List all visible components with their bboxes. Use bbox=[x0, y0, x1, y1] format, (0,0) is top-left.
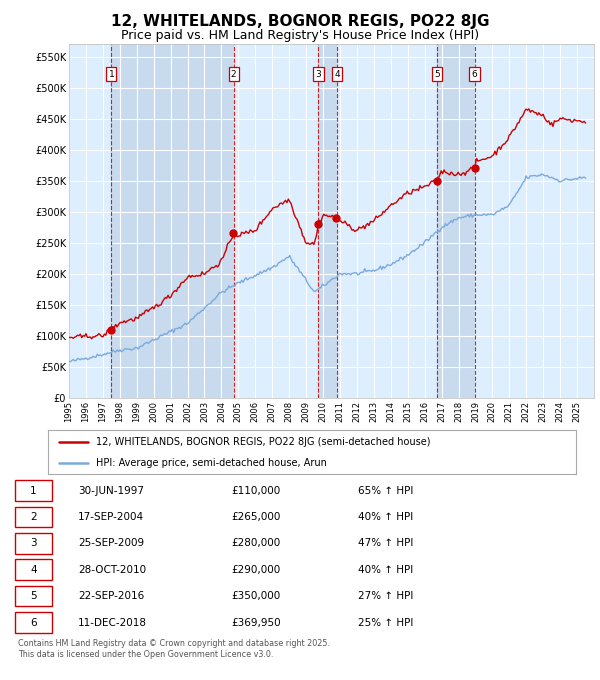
Text: 3: 3 bbox=[316, 70, 322, 79]
Text: Contains HM Land Registry data © Crown copyright and database right 2025.
This d: Contains HM Land Registry data © Crown c… bbox=[18, 639, 330, 659]
Text: £110,000: £110,000 bbox=[231, 486, 280, 496]
Bar bbox=[337, 44, 437, 398]
Bar bbox=[437, 44, 475, 398]
Text: Price paid vs. HM Land Registry's House Price Index (HPI): Price paid vs. HM Land Registry's House … bbox=[121, 29, 479, 41]
FancyBboxPatch shape bbox=[15, 586, 52, 607]
Text: 22-SEP-2016: 22-SEP-2016 bbox=[78, 591, 145, 601]
FancyBboxPatch shape bbox=[15, 533, 52, 554]
FancyBboxPatch shape bbox=[15, 507, 52, 527]
Bar bbox=[319, 44, 337, 398]
Text: 6: 6 bbox=[30, 617, 37, 628]
Text: 6: 6 bbox=[472, 70, 478, 79]
Text: 30-JUN-1997: 30-JUN-1997 bbox=[78, 486, 144, 496]
Text: 4: 4 bbox=[30, 565, 37, 575]
Text: £290,000: £290,000 bbox=[231, 565, 280, 575]
FancyBboxPatch shape bbox=[15, 612, 52, 633]
Bar bbox=[233, 44, 319, 398]
Text: 65% ↑ HPI: 65% ↑ HPI bbox=[358, 486, 413, 496]
Text: 40% ↑ HPI: 40% ↑ HPI bbox=[358, 565, 413, 575]
Text: 12, WHITELANDS, BOGNOR REGIS, PO22 8JG: 12, WHITELANDS, BOGNOR REGIS, PO22 8JG bbox=[111, 14, 489, 29]
Text: 27% ↑ HPI: 27% ↑ HPI bbox=[358, 591, 413, 601]
Text: 5: 5 bbox=[30, 591, 37, 601]
Text: 3: 3 bbox=[30, 539, 37, 548]
Text: 1: 1 bbox=[30, 486, 37, 496]
Text: 5: 5 bbox=[434, 70, 440, 79]
FancyBboxPatch shape bbox=[15, 480, 52, 501]
Text: £280,000: £280,000 bbox=[231, 539, 280, 548]
FancyBboxPatch shape bbox=[15, 560, 52, 580]
Text: 4: 4 bbox=[334, 70, 340, 79]
Text: 17-SEP-2004: 17-SEP-2004 bbox=[78, 512, 145, 522]
Text: 25-SEP-2009: 25-SEP-2009 bbox=[78, 539, 145, 548]
Bar bbox=[112, 44, 233, 398]
Bar bbox=[475, 44, 586, 398]
Text: £369,950: £369,950 bbox=[231, 617, 281, 628]
Text: £265,000: £265,000 bbox=[231, 512, 280, 522]
Text: HPI: Average price, semi-detached house, Arun: HPI: Average price, semi-detached house,… bbox=[95, 458, 326, 468]
Text: 40% ↑ HPI: 40% ↑ HPI bbox=[358, 512, 413, 522]
Text: 25% ↑ HPI: 25% ↑ HPI bbox=[358, 617, 413, 628]
Text: 1: 1 bbox=[109, 70, 114, 79]
Text: 12, WHITELANDS, BOGNOR REGIS, PO22 8JG (semi-detached house): 12, WHITELANDS, BOGNOR REGIS, PO22 8JG (… bbox=[95, 437, 430, 447]
Text: 47% ↑ HPI: 47% ↑ HPI bbox=[358, 539, 413, 548]
Bar bbox=[69, 44, 112, 398]
Text: 2: 2 bbox=[231, 70, 236, 79]
Text: £350,000: £350,000 bbox=[231, 591, 280, 601]
Text: 2: 2 bbox=[30, 512, 37, 522]
Text: 11-DEC-2018: 11-DEC-2018 bbox=[78, 617, 147, 628]
Text: 28-OCT-2010: 28-OCT-2010 bbox=[78, 565, 146, 575]
